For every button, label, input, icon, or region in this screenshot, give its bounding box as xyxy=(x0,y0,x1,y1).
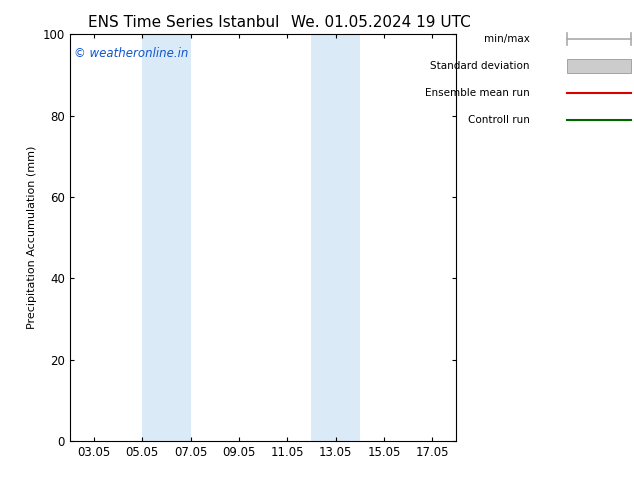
Y-axis label: Precipitation Accumulation (mm): Precipitation Accumulation (mm) xyxy=(27,146,37,329)
Text: ENS Time Series Istanbul: ENS Time Series Istanbul xyxy=(88,15,280,30)
Bar xyxy=(142,34,191,441)
Text: Standard deviation: Standard deviation xyxy=(430,61,529,71)
Text: © weatheronline.in: © weatheronline.in xyxy=(74,47,188,59)
Text: Ensemble mean run: Ensemble mean run xyxy=(425,88,529,98)
Text: We. 01.05.2024 19 UTC: We. 01.05.2024 19 UTC xyxy=(290,15,470,30)
Text: Controll run: Controll run xyxy=(467,115,529,125)
Bar xyxy=(311,34,359,441)
Text: min/max: min/max xyxy=(484,34,529,44)
